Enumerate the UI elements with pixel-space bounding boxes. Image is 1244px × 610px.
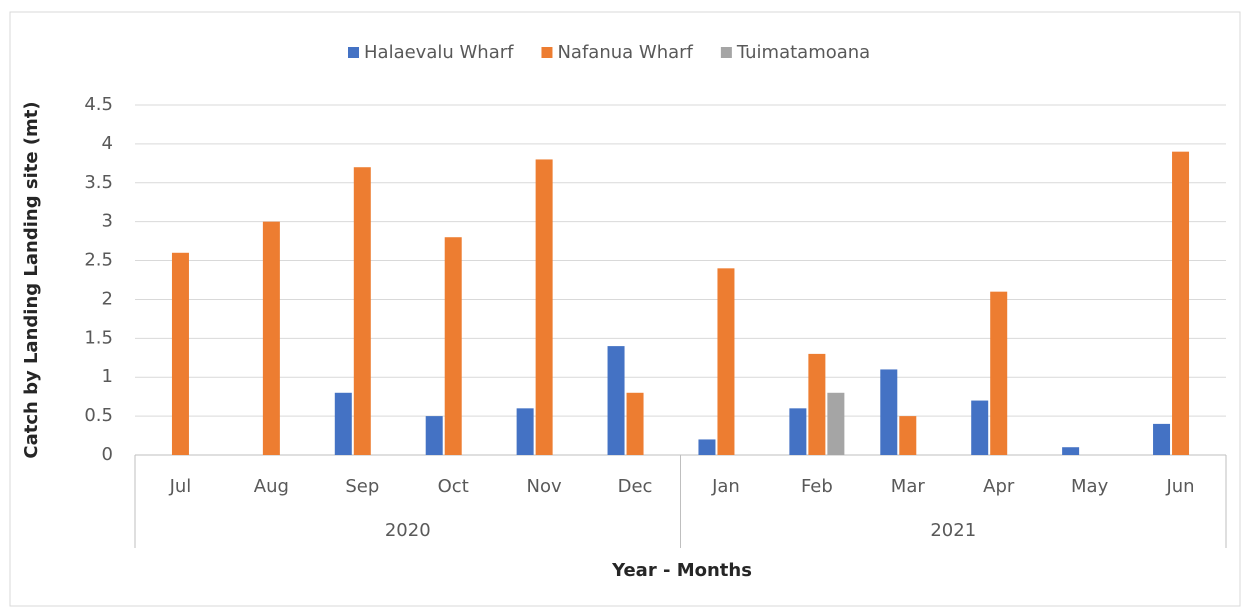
legend-label: Halaevalu Wharf [364, 42, 514, 63]
bar [516, 408, 534, 455]
y-tick-label: 1 [102, 366, 113, 387]
bar [717, 268, 735, 455]
x-tick-label: Apr [983, 476, 1015, 497]
bar [607, 346, 625, 455]
bar [425, 416, 443, 455]
x-tick-label: Jun [1165, 476, 1194, 497]
bar [353, 167, 371, 455]
y-tick-label: 4 [102, 133, 113, 154]
y-tick-label: 0.5 [84, 405, 113, 426]
x-tick-label: Jan [711, 476, 740, 497]
legend-label: Tuimatamoana [736, 42, 870, 63]
bar [899, 416, 917, 455]
legend-label: Nafanua Wharf [557, 42, 693, 63]
x-tick-label: Nov [527, 476, 562, 497]
bar [1153, 423, 1171, 455]
y-tick-label: 1.5 [84, 327, 113, 348]
y-axis-title: Catch by Landing Landing site (mt) [21, 101, 42, 458]
x-tick-label: May [1071, 476, 1109, 497]
y-tick-label: 4.5 [84, 94, 113, 115]
bar [827, 392, 845, 455]
legend-swatch [348, 47, 359, 58]
bar [262, 221, 280, 455]
bar [971, 400, 989, 455]
y-tick-label: 2.5 [84, 250, 113, 271]
bar [626, 392, 644, 455]
x-tick-label: Dec [618, 476, 653, 497]
bar [334, 392, 352, 455]
legend-swatch [541, 47, 553, 58]
bar [990, 291, 1008, 455]
bar [698, 439, 716, 455]
bar [444, 237, 462, 455]
group-label: 2021 [930, 520, 976, 541]
x-axis-title: Year - Months [611, 560, 752, 581]
y-tick-label: 0 [102, 444, 113, 465]
bar [535, 159, 553, 455]
group-label: 2020 [385, 520, 431, 541]
x-tick-label: Feb [801, 476, 833, 497]
x-tick-label: Mar [891, 476, 926, 497]
legend-swatch [720, 47, 732, 58]
x-tick-label: Jul [169, 476, 192, 497]
bar [789, 408, 807, 455]
y-tick-label: 3 [102, 211, 113, 232]
x-tick-label: Oct [438, 476, 469, 497]
chart-border [9, 11, 1241, 607]
bar [880, 369, 898, 455]
bar [808, 353, 826, 455]
y-tick-label: 3.5 [84, 172, 113, 193]
bar [1172, 151, 1190, 455]
x-tick-label: Sep [345, 476, 379, 497]
x-tick-label: Aug [254, 476, 289, 497]
bar [1062, 447, 1080, 455]
y-tick-label: 2 [102, 288, 113, 309]
bar [171, 252, 189, 455]
